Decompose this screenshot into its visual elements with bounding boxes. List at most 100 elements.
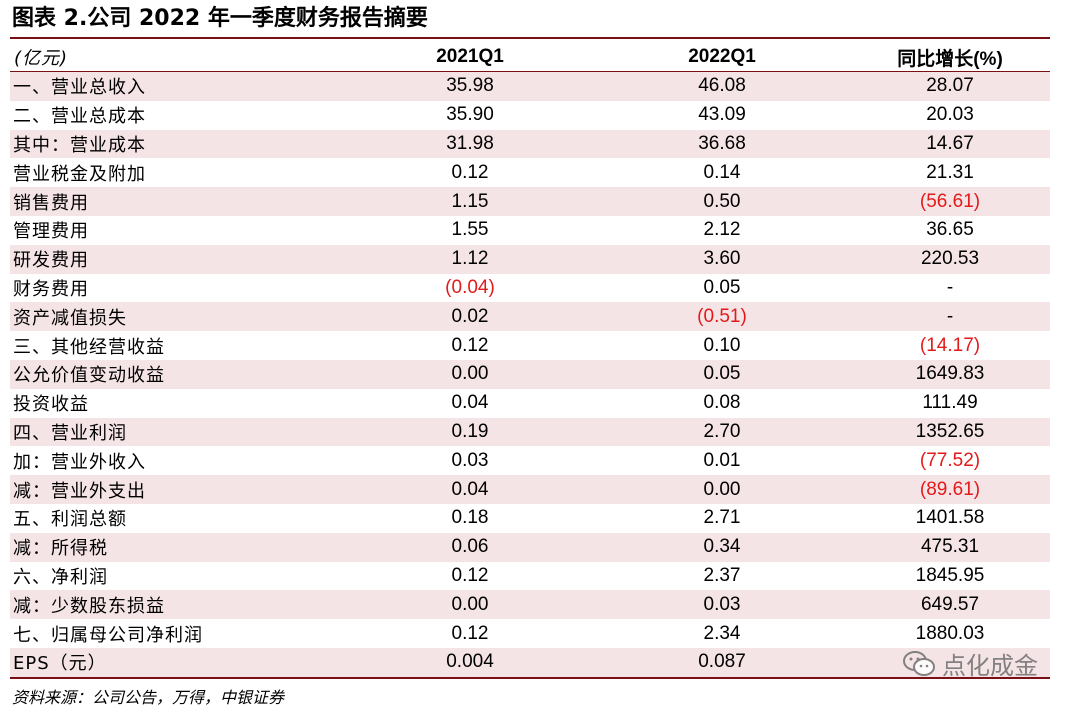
value-2022q1: 0.10 (703, 334, 741, 356)
table-row: 四、营业利润 0.19 2.70 1352.65 (10, 417, 1050, 447)
value-2022q1: 0.50 (703, 190, 741, 212)
top-rule (10, 37, 1050, 39)
value-yoy: 36.65 (926, 219, 974, 241)
value-2022q1: 36.68 (698, 132, 746, 154)
table-row: 减：营业外支出 0.04 0.00 (89.61) (10, 475, 1050, 504)
row-label: 减：少数股东损益 (13, 595, 165, 617)
value-yoy: 1880.03 (915, 622, 985, 644)
table-row: 其中：营业成本 31.98 36.68 14.67 (10, 129, 1050, 159)
table-body: 一、营业总收入 35.98 46.08 28.07 二、营业总成本 35.90 43.09 2… (10, 72, 1050, 677)
unit-label: (亿元) (14, 48, 69, 69)
watermark: 点化成金 (902, 646, 1038, 681)
value-yoy: 20.03 (926, 104, 974, 126)
row-label: 一、营业总收入 (13, 77, 146, 99)
value-2021q1: 0.06 (451, 536, 489, 558)
value-yoy: 1352.65 (915, 420, 985, 442)
value-2022q1: 0.08 (703, 392, 741, 414)
row-label: 投资收益 (13, 394, 89, 416)
row-label: 其中：营业成本 (13, 134, 146, 156)
value-yoy: 14.67 (926, 132, 974, 154)
row-label: 研发费用 (13, 250, 89, 272)
value-yoy: 111.49 (922, 392, 978, 414)
row-label: 减：营业外支出 (13, 480, 146, 502)
table-row: 减：所得税 0.06 0.34 475.31 (10, 532, 1050, 562)
header-2022q1: 2022Q1 (688, 46, 756, 67)
value-2021q1: 0.00 (451, 363, 489, 385)
value-2022q1: 2.71 (703, 507, 741, 529)
value-2022q1: 0.05 (703, 276, 741, 298)
value-2022q1: 2.12 (703, 219, 741, 241)
value-yoy: 1401.58 (915, 507, 985, 529)
value-yoy: 1845.95 (915, 564, 985, 586)
value-yoy: 220.53 (920, 248, 980, 270)
value-2021q1: (0.04) (445, 276, 495, 298)
value-2022q1: (0.51) (697, 305, 747, 327)
row-label: 营业税金及附加 (13, 163, 146, 185)
figure-title: 图表 2.公司 2022 年一季度财务报告摘要 (12, 6, 428, 31)
bottom-rule (10, 677, 1050, 679)
value-yoy: (77.52) (919, 449, 981, 471)
table-row: 公允价值变动收益 0.00 0.05 1649.83 (10, 359, 1050, 389)
row-label: 三、其他经营收益 (13, 336, 165, 358)
source-note: 资料来源：公司公告，万得，中银证券 (12, 688, 285, 707)
row-label: 管理费用 (13, 221, 89, 243)
value-2021q1: 35.90 (446, 104, 494, 126)
table-row: 七、归属母公司净利润 0.12 2.34 1880.03 (10, 619, 1050, 648)
table-row: 五、利润总额 0.18 2.71 1401.58 (10, 504, 1050, 533)
value-2022q1: 0.34 (703, 536, 741, 558)
table-row: 研发费用 1.12 3.60 220.53 (10, 244, 1050, 274)
watermark-text: 点化成金 (942, 652, 1038, 680)
value-yoy: 475.31 (920, 536, 980, 558)
table-row: 管理费用 1.55 2.12 36.65 (10, 216, 1050, 245)
table-row: 加：营业外收入 0.03 0.01 (77.52) (10, 446, 1050, 475)
table-header: (亿元) 2021Q1 2022Q1 同比增长(%) (10, 43, 1050, 71)
value-2021q1: 0.03 (451, 449, 489, 471)
value-yoy: - (946, 305, 954, 327)
value-2022q1: 2.34 (703, 622, 741, 644)
row-label: 减：所得税 (13, 538, 108, 560)
table-row: 二、营业总成本 35.90 43.09 20.03 (10, 101, 1050, 130)
row-label: 财务费用 (13, 278, 89, 300)
row-label: 四、营业利润 (13, 422, 127, 444)
wechat-icon (903, 650, 935, 676)
value-2021q1: 0.12 (451, 334, 489, 356)
table-row: EPS（元） 0.004 0.087 (10, 647, 1050, 677)
header-2021q1: 2021Q1 (436, 46, 504, 67)
value-2022q1: 2.37 (703, 564, 741, 586)
value-2022q1: 0.03 (703, 593, 741, 615)
value-2021q1: 1.55 (451, 219, 489, 241)
value-2022q1: 0.00 (703, 478, 741, 500)
value-yoy: 649.57 (920, 593, 980, 615)
value-yoy: 28.07 (926, 75, 974, 97)
value-2021q1: 31.98 (446, 132, 494, 154)
value-2021q1: 0.02 (451, 305, 489, 327)
value-yoy: - (946, 276, 954, 298)
row-label: EPS（元） (13, 653, 107, 675)
value-2021q1: 1.15 (451, 190, 489, 212)
table-row: 财务费用 (0.04) 0.05 - (10, 274, 1050, 303)
value-2021q1: 0.04 (451, 478, 489, 500)
value-2021q1: 0.18 (451, 507, 489, 529)
table-row: 一、营业总收入 35.98 46.08 28.07 (10, 72, 1050, 101)
row-label: 加：营业外收入 (13, 451, 146, 473)
value-yoy: 21.31 (926, 161, 974, 183)
value-2022q1: 0.01 (703, 449, 741, 471)
value-yoy: 1649.83 (915, 363, 985, 385)
value-2022q1: 0.14 (703, 161, 741, 183)
table-row: 销售费用 1.15 0.50 (56.61) (10, 187, 1050, 216)
value-2021q1: 0.004 (446, 651, 494, 673)
row-label: 销售费用 (13, 192, 89, 214)
row-label: 六、净利润 (13, 566, 108, 588)
table-row: 投资收益 0.04 0.08 111.49 (10, 389, 1050, 418)
value-2021q1: 0.04 (451, 392, 489, 414)
value-2022q1: 0.087 (698, 651, 746, 673)
row-label: 七、归属母公司净利润 (13, 624, 203, 646)
value-2021q1: 0.19 (451, 420, 489, 442)
value-2021q1: 1.12 (451, 248, 489, 270)
value-2021q1: 0.12 (451, 161, 489, 183)
value-2022q1: 3.60 (703, 248, 741, 270)
row-label: 资产减值损失 (13, 307, 127, 329)
value-2022q1: 0.05 (703, 363, 741, 385)
header-yoy: 同比增长(%) (897, 48, 1003, 70)
row-label: 公允价值变动收益 (13, 365, 165, 387)
